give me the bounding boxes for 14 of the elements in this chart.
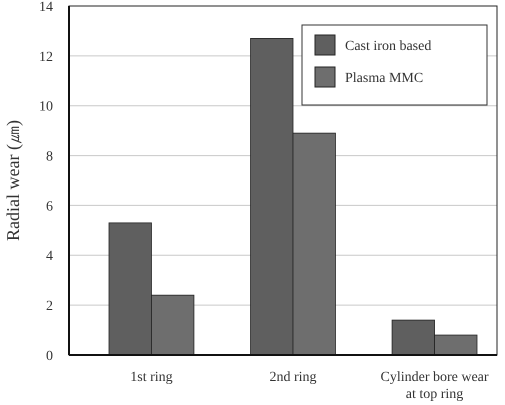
legend-label: Cast iron based xyxy=(345,38,432,54)
y-tick-label: 6 xyxy=(46,199,53,214)
y-axis-title: Radial wear (㎛) xyxy=(3,120,23,241)
y-tick-label: 14 xyxy=(39,0,53,15)
x-tick-label: Cylinder bore wear at top ring xyxy=(380,370,489,402)
y-tick-label: 0 xyxy=(46,348,53,364)
y-tick-label: 8 xyxy=(46,149,53,164)
legend-label: Plasma MMC xyxy=(345,70,424,86)
x-tick-label: 2nd ring xyxy=(269,370,317,385)
y-tick-label: 10 xyxy=(39,100,53,115)
y-tick-label: 4 xyxy=(46,249,53,264)
y-tick-label: 2 xyxy=(46,299,53,314)
y-tick-label: 12 xyxy=(39,50,53,65)
x-tick-label: 1st ring xyxy=(130,370,173,385)
